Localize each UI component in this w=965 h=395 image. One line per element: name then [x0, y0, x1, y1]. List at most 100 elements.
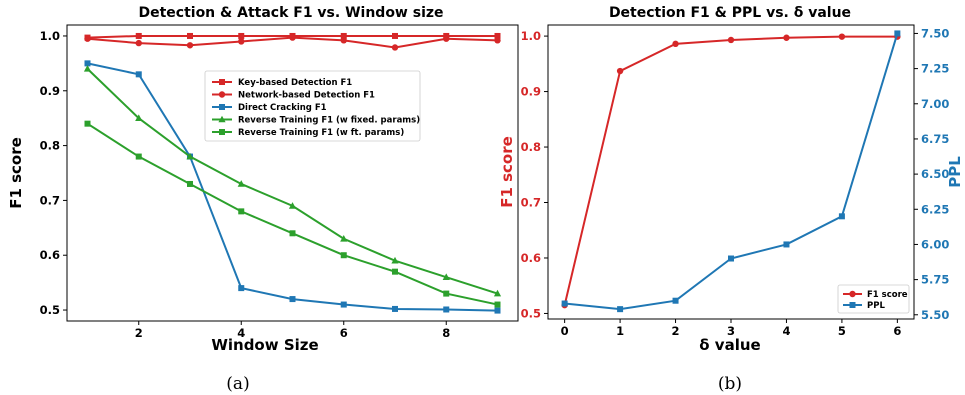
data-point — [340, 37, 347, 44]
y-tick-label-right: 7.50 — [921, 26, 949, 40]
data-point — [494, 301, 501, 308]
x-tick-label: 2 — [135, 326, 143, 340]
data-point — [84, 35, 91, 42]
y-tick-label: 1.0 — [40, 29, 60, 43]
data-point — [443, 35, 450, 42]
chart-a-series — [83, 32, 502, 314]
data-point — [391, 256, 399, 264]
data-point — [728, 255, 734, 262]
chart-b-x-label: δ value — [699, 336, 760, 354]
x-tick-label: 2 — [672, 324, 680, 338]
data-point — [443, 290, 450, 297]
x-tick-label: 4 — [237, 326, 245, 340]
data-point — [838, 33, 846, 40]
data-point — [340, 32, 347, 39]
y-tick-label: 0.7 — [521, 196, 541, 210]
y-tick-label: 0.6 — [521, 251, 541, 265]
chart-a-legend-box — [204, 70, 421, 142]
data-point — [135, 32, 142, 39]
data-point — [442, 273, 450, 280]
data-point — [493, 289, 502, 297]
legend-label: Network-based Detection F1 — [238, 91, 375, 101]
data-point — [288, 202, 297, 209]
chart-a: Detection & Attack F1 vs. Window size 0.… — [7, 5, 519, 394]
legend-item: Direct Cracking F1 — [212, 103, 327, 113]
y-tick-label-right: 6.00 — [921, 237, 949, 251]
x-tick-label: 1 — [616, 324, 624, 338]
legend-marker — [219, 79, 225, 85]
x-tick-label: 3 — [727, 324, 735, 338]
data-point — [237, 180, 245, 187]
series-line — [564, 33, 899, 311]
data-point — [135, 71, 142, 78]
y-tick-label-right: 6.75 — [921, 132, 949, 146]
y-tick-label-right: 6.25 — [921, 202, 949, 216]
data-point — [494, 307, 501, 314]
chart-b-x-ticks: 0 1 2 3 4 5 6 — [561, 319, 901, 338]
y-tick-label: 0.9 — [40, 84, 60, 98]
x-tick-label: 0 — [561, 324, 569, 338]
y-tick-label: 0.5 — [521, 306, 541, 320]
data-point — [443, 306, 450, 313]
legend-item: F1 score — [843, 290, 908, 300]
chart-a-axes-frame — [66, 24, 519, 322]
chart-a-y-ticks: 0.5 0.6 0.7 0.8 0.9 1.0 — [40, 29, 67, 317]
chart-b-y-label-right: PPL — [946, 156, 964, 188]
chart-b: Detection F1 & PPL vs. δ value 0.5 0.6 0.7… — [498, 5, 964, 394]
data-point — [238, 285, 245, 292]
chart-b-y-ticks-left: 0.5 0.6 0.7 0.8 0.9 1.0 — [521, 29, 548, 320]
data-point — [289, 296, 296, 303]
chart-b-axes-frame — [547, 24, 915, 320]
data-point — [672, 40, 679, 48]
data-point — [186, 152, 194, 160]
legend-marker — [219, 104, 225, 110]
chart-a-caption: (a) — [226, 374, 249, 394]
data-point — [561, 300, 568, 307]
legend-label: PPL — [867, 301, 885, 311]
data-point — [289, 230, 296, 237]
y-tick-label: 0.8 — [40, 139, 60, 153]
series-line — [563, 35, 898, 306]
data-point — [727, 36, 735, 44]
y-tick-label-right: 7.25 — [921, 62, 949, 76]
series-2 — [84, 34, 501, 51]
data-point — [289, 34, 296, 41]
data-point — [392, 32, 398, 39]
chart-b-caption: (b) — [718, 374, 742, 394]
legend-item: Reverse Training F1 (w fixed. params) — [212, 116, 420, 126]
chart-a-x-label: Window Size — [211, 336, 318, 354]
y-tick-label: 0.9 — [521, 85, 541, 99]
y-tick-label: 0.5 — [40, 303, 60, 317]
data-point — [340, 252, 347, 259]
chart-b-y-label-left: F1 score — [498, 136, 516, 208]
chart-a-title: Detection & Attack F1 vs. Window size — [138, 5, 443, 21]
data-point — [187, 32, 193, 39]
y-tick-label: 0.8 — [521, 140, 541, 154]
data-point — [135, 39, 142, 47]
legend-item: Reverse Training F1 (w ft. params) — [212, 128, 404, 138]
data-point — [84, 60, 91, 67]
legend-label: Reverse Training F1 (w ft. params) — [238, 128, 404, 138]
chart-a-y-label: F1 score — [7, 137, 25, 209]
series-2 — [561, 30, 901, 313]
legend-item: Network-based Detection F1 — [212, 91, 375, 101]
legend-item: Key-based Detection F1 — [212, 78, 352, 88]
data-point — [340, 301, 347, 308]
data-point — [238, 208, 245, 215]
y-tick-label-right: 6.50 — [921, 167, 949, 181]
data-point — [186, 42, 194, 49]
data-point — [135, 153, 142, 160]
y-tick-label: 0.7 — [40, 193, 60, 207]
legend-label: Reverse Training F1 (w fixed. params) — [238, 116, 420, 126]
legend-label: Key-based Detection F1 — [238, 78, 352, 88]
data-point — [391, 44, 399, 51]
y-tick-label: 0.6 — [40, 248, 60, 262]
data-point — [494, 37, 501, 44]
data-point — [617, 306, 624, 313]
legend-item: PPL — [843, 301, 885, 311]
legend-label: F1 score — [867, 290, 908, 300]
y-tick-label-right: 7.00 — [921, 97, 949, 111]
x-tick-label: 6 — [340, 326, 348, 340]
